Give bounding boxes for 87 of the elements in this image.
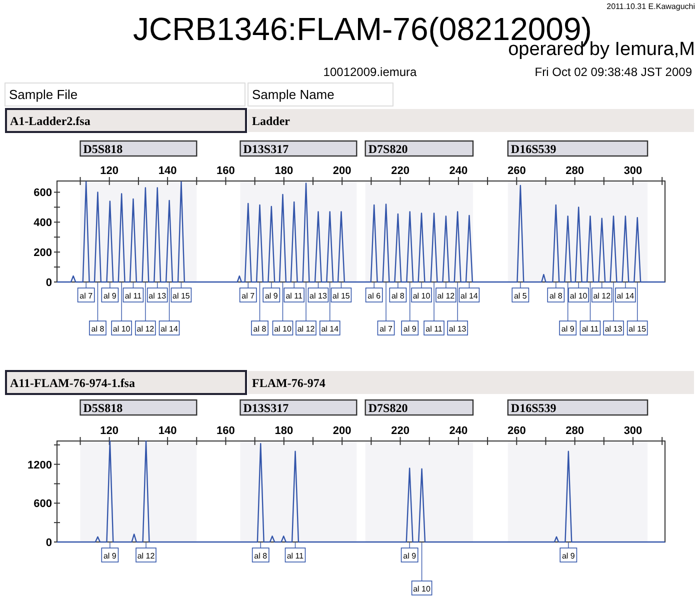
x-tick-label: 260 — [507, 425, 526, 437]
annotation: al 12 — [297, 324, 316, 334]
y-tick-label: 600 — [34, 187, 52, 200]
text: A1-Ladder2.fsa — [10, 114, 90, 128]
annotation: al 8 — [91, 324, 105, 334]
annotation: al 11 — [286, 292, 304, 300]
text: Fri Oct 02 09:38:48 JST 2009 — [534, 65, 692, 79]
annotation: al 10 — [412, 292, 431, 300]
annotation: al 7 — [80, 292, 94, 300]
x-tick-label: 280 — [566, 165, 584, 177]
annotation: al 11 — [426, 324, 443, 334]
annotation: al 8 — [391, 292, 405, 300]
text: Sample File — [9, 87, 78, 102]
text: Ladder — [252, 114, 291, 128]
x-tick-label: 160 — [216, 425, 235, 437]
annotation: al 12 — [136, 324, 155, 334]
annotation: al 5 — [514, 292, 528, 300]
annotation: al 8 — [254, 552, 268, 560]
annotation: al 15 — [172, 292, 190, 300]
annotation: al 8 — [549, 292, 563, 300]
band-label: D5S818 — [83, 142, 123, 156]
annotation: al 14 — [616, 292, 635, 300]
annotation: al 7 — [242, 292, 256, 300]
annotation: al 12 — [137, 552, 156, 560]
x-tick-label: 180 — [274, 165, 294, 177]
y-tick-label: 400 — [34, 217, 52, 230]
annotation: al 14 — [160, 324, 179, 334]
x-tick-label: 220 — [391, 425, 410, 437]
annotation: al 9 — [562, 552, 576, 560]
annotation: al 13 — [310, 292, 328, 300]
annotation: al 9 — [103, 552, 117, 560]
annotation: al 9 — [403, 552, 417, 560]
text: 10012009.iemura — [323, 65, 418, 79]
annotation: al 12 — [437, 292, 456, 300]
x-tick-label: 220 — [391, 165, 410, 177]
annotation: al 9 — [264, 292, 278, 300]
x-tick-label: 300 — [624, 165, 642, 177]
x-tick-label: 180 — [274, 425, 294, 437]
annotation: al 15 — [332, 292, 350, 300]
x-tick-label: 120 — [100, 425, 119, 437]
annotation: al 10 — [413, 584, 432, 594]
annotation: al 10 — [112, 324, 131, 334]
annotation: al 11 — [582, 324, 600, 334]
annotation: al 15 — [628, 324, 647, 334]
y-tick-label: 600 — [34, 498, 52, 510]
annotation: al 9 — [103, 292, 117, 300]
x-tick-label: 140 — [158, 165, 177, 177]
band-label: D5S818 — [83, 401, 123, 415]
text: FLAM-76-974 — [252, 376, 326, 390]
band-label: D16S539 — [510, 142, 556, 156]
x-tick-label: 280 — [566, 425, 584, 437]
text: A11-FLAM-76-974-1.fsa — [10, 376, 135, 390]
x-tick-label: 140 — [158, 425, 177, 437]
annotation: al 9 — [403, 324, 417, 334]
annotation: al 14 — [321, 324, 340, 334]
annotation: al 13 — [148, 292, 167, 300]
y-tick-label: 0 — [46, 277, 52, 289]
annotation: al 12 — [593, 292, 612, 300]
annotation: al 8 — [253, 324, 267, 334]
annotation: al 11 — [286, 552, 304, 560]
x-tick-label: 240 — [449, 425, 468, 437]
y-tick-label: 0 — [46, 537, 52, 549]
x-tick-label: 300 — [624, 425, 642, 437]
x-tick-label: 200 — [332, 165, 352, 177]
annotation: al 10 — [274, 324, 292, 334]
band-label: D13S317 — [243, 401, 289, 415]
annotation: al 10 — [570, 292, 588, 300]
annotation: al 9 — [561, 324, 575, 334]
band-label: D13S317 — [243, 142, 289, 156]
y-tick-label: 200 — [34, 247, 52, 260]
annotation: al 14 — [460, 292, 478, 300]
x-tick-label: 120 — [100, 165, 119, 177]
annotation: al 13 — [604, 324, 623, 334]
band-label: D7S820 — [368, 401, 408, 415]
x-tick-label: 240 — [449, 165, 468, 177]
band-label: D7S820 — [368, 142, 408, 156]
text: 2011.10.31 E.Kawaguchi — [606, 2, 696, 11]
band-label: D16S539 — [510, 401, 556, 415]
x-tick-label: 200 — [332, 425, 352, 437]
annotation: al 11 — [124, 292, 142, 300]
annotation: al 6 — [368, 292, 382, 300]
annotation: al 13 — [448, 324, 467, 334]
x-tick-label: 160 — [216, 165, 235, 177]
y-tick-label: 1200 — [28, 459, 52, 472]
annotation: al 7 — [380, 324, 394, 334]
text: Sample Name — [252, 87, 334, 102]
x-tick-label: 260 — [507, 165, 526, 177]
